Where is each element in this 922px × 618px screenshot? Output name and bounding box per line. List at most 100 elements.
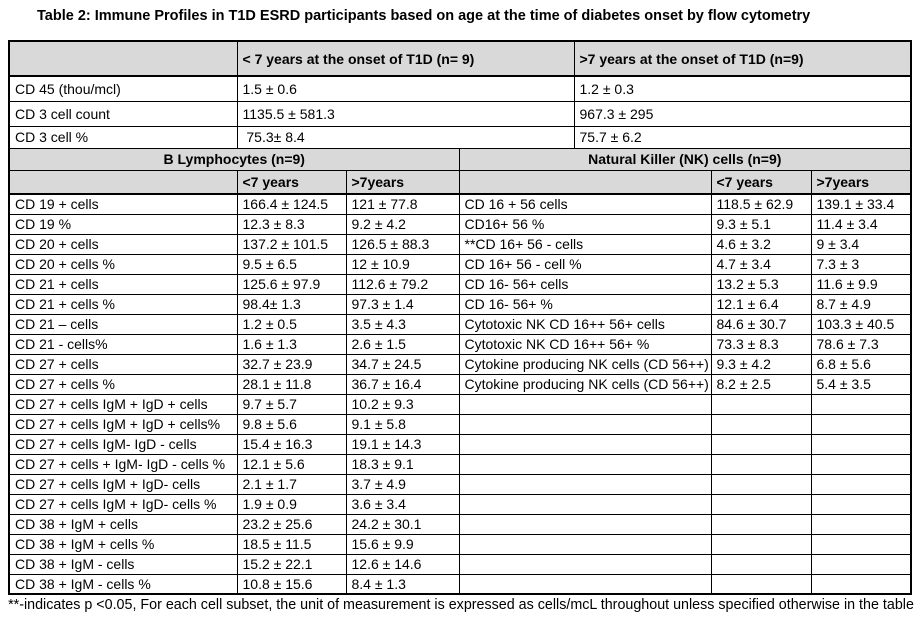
- b-over7-value: 12.6 ± 14.6: [345, 553, 460, 575]
- nk-over7-value: 103.3 ± 40.5: [810, 313, 912, 335]
- b-under7-value: 12.1 ± 5.6: [236, 453, 347, 475]
- b-under7-value: 15.2 ± 22.1: [236, 553, 347, 575]
- group-header-nk-cells: Natural Killer (NK) cells (n=9): [458, 147, 912, 171]
- row-label-cd45: CD 45 (thou/mcl): [8, 75, 238, 102]
- b-under7-value: 15.4 ± 16.3: [236, 433, 347, 455]
- table-row-cd3-count: CD 3 cell count 1135.5 ± 581.3 967.3 ± 2…: [8, 100, 912, 127]
- nk-subset-label: [458, 513, 712, 535]
- nk-under7-value: 9.3 ± 4.2: [710, 353, 812, 375]
- b-over7-value: 10.2 ± 9.3: [345, 393, 460, 415]
- subheader-b-under7: <7 years: [236, 169, 347, 195]
- nk-subset-label: Cytotoxic NK CD 16++ 56+ cells: [458, 313, 712, 335]
- b-over7-value: 2.6 ± 1.5: [345, 333, 460, 355]
- b-under7-value: 98.4± 1.3: [236, 293, 347, 315]
- nk-under7-value: 73.3 ± 8.3: [710, 333, 812, 355]
- b-subset-label: CD 27 + cells IgM + IgD- cells %: [8, 493, 238, 515]
- subheader-empty-nk: [458, 169, 712, 195]
- b-subset-label: CD 20 + cells %: [8, 253, 238, 275]
- nk-over7-value: [810, 493, 912, 515]
- table-row: CD 19 % 12.3 ± 8.3 9.2 ± 4.2 CD16+ 56 % …: [8, 213, 912, 235]
- b-subset-label: CD 38 + IgM + cells: [8, 513, 238, 535]
- b-over7-value: 19.1 ± 14.3: [345, 433, 460, 455]
- table-row: CD 21 – cells 1.2 ± 0.5 3.5 ± 4.3 Cytoto…: [8, 313, 912, 335]
- nk-subset-label: [458, 393, 712, 415]
- table-row: CD 27 + cells 32.7 ± 23.9 34.7 ± 24.5 Cy…: [8, 353, 912, 375]
- age-subheader-row: <7 years >7years <7 years >7years: [8, 169, 912, 195]
- table-row: CD 38 + IgM - cells 15.2 ± 22.1 12.6 ± 1…: [8, 553, 912, 575]
- nk-over7-value: 9 ± 3.4: [810, 233, 912, 255]
- table-row: CD 20 + cells 137.2 ± 101.5 126.5 ± 88.3…: [8, 233, 912, 255]
- table-title: Table 2: Immune Profiles in T1D ESRD par…: [37, 8, 811, 24]
- b-over7-value: 126.5 ± 88.3: [345, 233, 460, 255]
- b-over7-value: 3.5 ± 4.3: [345, 313, 460, 335]
- nk-subset-label: Cytotoxic NK CD 16++ 56+ %: [458, 333, 712, 355]
- b-under7-value: 9.7 ± 5.7: [236, 393, 347, 415]
- age-group-header-row: < 7 years at the onset of T1D (n= 9) >7 …: [8, 40, 912, 77]
- b-under7-value: 125.6 ± 97.9: [236, 273, 347, 295]
- nk-subset-label: [458, 433, 712, 455]
- table-row: CD 27 + cells IgM + IgD- cells 2.1 ± 1.7…: [8, 473, 912, 495]
- b-under7-value: 1.9 ± 0.9: [236, 493, 347, 515]
- subheader-nk-under7: <7 years: [710, 169, 812, 195]
- b-subset-label: CD 27 + cells IgM- IgD - cells: [8, 433, 238, 455]
- b-subset-label: CD 27 + cells IgM + IgD- cells: [8, 473, 238, 495]
- cd3-percent-under7-value: 75.3± 8.4: [236, 125, 575, 149]
- table-row: CD 27 + cells IgM + IgD + cells% 9.8 ± 5…: [8, 413, 912, 435]
- b-under7-value: 32.7 ± 23.9: [236, 353, 347, 375]
- b-subset-label: CD 38 + IgM - cells: [8, 553, 238, 575]
- nk-over7-value: 5.4 ± 3.5: [810, 373, 912, 395]
- nk-over7-value: [810, 513, 912, 535]
- nk-under7-value: 4.7 ± 3.4: [710, 253, 812, 275]
- subheader-empty-b: [8, 169, 238, 195]
- nk-under7-value: 9.3 ± 5.1: [710, 213, 812, 235]
- nk-under7-value: 4.6 ± 3.2: [710, 233, 812, 255]
- row-label-cd3-percent: CD 3 cell %: [8, 125, 238, 149]
- nk-subset-label: [458, 533, 712, 555]
- nk-over7-value: 78.6 ± 7.3: [810, 333, 912, 355]
- table-row: CD 38 + IgM - cells % 10.8 ± 15.6 8.4 ± …: [8, 573, 912, 595]
- table-row: CD 27 + cells IgM + IgD + cells 9.7 ± 5.…: [8, 393, 912, 415]
- b-subset-label: CD 21 – cells: [8, 313, 238, 335]
- table-row: CD 38 + IgM + cells 23.2 ± 25.6 24.2 ± 3…: [8, 513, 912, 535]
- b-over7-value: 8.4 ± 1.3: [345, 573, 460, 595]
- b-under7-value: 137.2 ± 101.5: [236, 233, 347, 255]
- nk-subset-label: [458, 573, 712, 595]
- b-subset-label: CD 38 + IgM + cells %: [8, 533, 238, 555]
- b-subset-label: CD 27 + cells IgM + IgD + cells: [8, 393, 238, 415]
- b-over7-value: 18.3 ± 9.1: [345, 453, 460, 475]
- b-subset-label: CD 27 + cells + IgM- IgD - cells %: [8, 453, 238, 475]
- corner-empty-cell: [8, 40, 238, 77]
- nk-under7-value: [710, 433, 812, 455]
- cd3-count-over7-value: 967.3 ± 295: [573, 100, 912, 127]
- b-under7-value: 2.1 ± 1.7: [236, 473, 347, 495]
- header-under-7-years: < 7 years at the onset of T1D (n= 9): [236, 40, 575, 77]
- nk-over7-value: 8.7 ± 4.9: [810, 293, 912, 315]
- nk-under7-value: [710, 553, 812, 575]
- b-under7-value: 1.6 ± 1.3: [236, 333, 347, 355]
- table-row: CD 19 + cells 166.4 ± 124.5 121 ± 77.8 C…: [8, 193, 912, 215]
- b-under7-value: 28.1 ± 11.8: [236, 373, 347, 395]
- table-row: CD 21 + cells 125.6 ± 97.9 112.6 ± 79.2 …: [8, 273, 912, 295]
- b-subset-label: CD 21 - cells%: [8, 333, 238, 355]
- nk-over7-value: 11.4 ± 3.4: [810, 213, 912, 235]
- b-under7-value: 1.2 ± 0.5: [236, 313, 347, 335]
- b-under7-value: 9.5 ± 6.5: [236, 253, 347, 275]
- nk-under7-value: [710, 493, 812, 515]
- b-over7-value: 15.6 ± 9.9: [345, 533, 460, 555]
- b-subset-label: CD 19 + cells: [8, 193, 238, 215]
- b-subset-label: CD 19 %: [8, 213, 238, 235]
- b-under7-value: 23.2 ± 25.6: [236, 513, 347, 535]
- b-subset-label: CD 21 + cells %: [8, 293, 238, 315]
- table-row: CD 38 + IgM + cells % 18.5 ± 11.5 15.6 ±…: [8, 533, 912, 555]
- nk-subset-label: [458, 453, 712, 475]
- cd3-percent-over7-value: 75.7 ± 6.2: [573, 125, 912, 149]
- b-under7-value: 166.4 ± 124.5: [236, 193, 347, 215]
- nk-over7-value: 11.6 ± 9.9: [810, 273, 912, 295]
- table-footnote: **-indicates p <0.05, For each cell subs…: [8, 597, 914, 613]
- b-over7-value: 36.7 ± 16.4: [345, 373, 460, 395]
- b-over7-value: 3.6 ± 3.4: [345, 493, 460, 515]
- b-subset-label: CD 21 + cells: [8, 273, 238, 295]
- nk-subset-label: [458, 473, 712, 495]
- row-label-cd3-count: CD 3 cell count: [8, 100, 238, 127]
